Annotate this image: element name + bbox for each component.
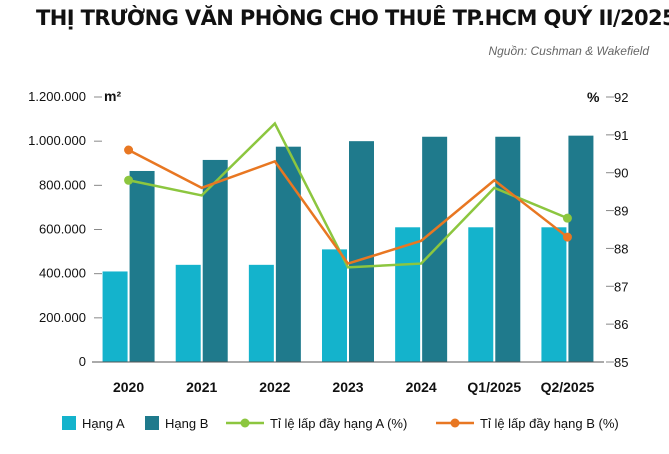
legend-label-line-a: Tỉ lệ lấp đầy hạng A (%) [270, 416, 407, 431]
bar-hang-b [129, 170, 155, 362]
right-tick-label: 89 [614, 204, 628, 219]
line-endpoint [124, 175, 134, 185]
lines [124, 121, 572, 269]
line-hang-a [128, 121, 568, 269]
legend-marker-a [240, 418, 250, 428]
left-tick-label: 800.000 [39, 177, 86, 192]
left-axis-unit: m² [104, 88, 121, 104]
legend: Hạng A Hạng B Tỉ lệ lấp đầy hạng A (%) Tỉ l… [62, 416, 619, 431]
source-note: Nguồn: Cushman & Wakefield [488, 44, 649, 58]
legend-marker-b [450, 418, 460, 428]
right-axis-unit: % [587, 89, 600, 105]
right-tick-label: 92 [614, 90, 628, 105]
bar-hang-b [349, 141, 374, 362]
right-tick-label: 87 [614, 279, 628, 294]
left-tick-label: 200.000 [39, 310, 86, 325]
legend-label-hang-a: Hạng A [82, 416, 125, 431]
line-endpoint [562, 213, 572, 223]
legend-label-line-b: Tỉ lệ lấp đầy hạng B (%) [480, 416, 619, 431]
right-tick-label: 91 [614, 128, 628, 143]
line-endpoint [124, 145, 134, 155]
axes: 1.200.000 1.000.000 800.000 600.000 400.000 2… [28, 88, 628, 395]
category-label: Q2/2025 [541, 379, 595, 395]
category-label: 2021 [186, 379, 217, 395]
legend-label-hang-b: Hạng B [165, 416, 208, 431]
legend-swatch-hang-b [145, 416, 159, 430]
category-label: 2024 [406, 379, 437, 395]
left-tick-label: 1.000.000 [28, 133, 86, 148]
bar-hang-a [102, 271, 128, 362]
right-tick-label: 85 [614, 355, 628, 370]
chart-title: THỊ TRƯỜNG VĂN PHÒNG CHO THUÊ TP.HCM QUÝ… [36, 6, 669, 30]
category-label: 2023 [332, 379, 363, 395]
right-tick-label: 86 [614, 317, 628, 332]
category-label: Q1/2025 [467, 379, 521, 395]
bar-hang-b [275, 146, 301, 362]
gridlines [94, 96, 614, 363]
left-tick-label: 1.200.000 [28, 89, 86, 104]
left-tick-label: 600.000 [39, 222, 86, 237]
right-tick-label: 88 [614, 241, 628, 256]
category-label: 2022 [259, 379, 290, 395]
bar-hang-a [395, 227, 421, 362]
bar-hang-a [468, 227, 494, 362]
bar-hang-a [175, 264, 201, 362]
bar-hang-b [568, 135, 594, 362]
legend-swatch-hang-a [62, 416, 76, 430]
category-label: 2020 [113, 379, 144, 395]
line-endpoint [562, 232, 572, 242]
bar-hang-a [248, 264, 274, 362]
right-tick-label: 90 [614, 166, 628, 181]
bar-hang-b [495, 136, 521, 362]
line-hang-b [127, 148, 569, 266]
left-tick-label: 400.000 [39, 266, 86, 281]
bar-hang-b [202, 159, 228, 362]
bars [102, 135, 594, 362]
left-tick-label: 0 [79, 354, 86, 369]
bar-hang-a [322, 249, 347, 362]
bar-hang-a [541, 227, 567, 362]
